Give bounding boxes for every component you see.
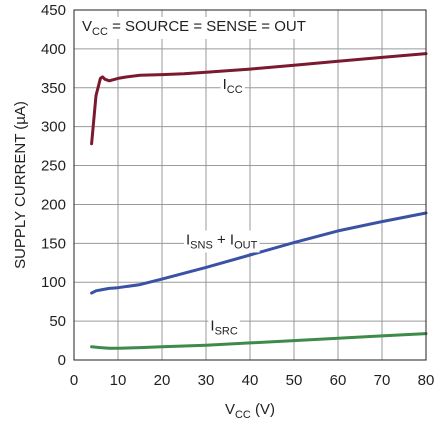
x-tick-label: 0 — [70, 372, 78, 389]
icc-label-box — [220, 74, 245, 97]
x-tick-label: 20 — [154, 372, 171, 389]
top-annotation: VCC = SOURCE = SENSE = OUT — [82, 18, 306, 38]
y-axis-label: SUPPLY CURRENT (µA) — [12, 101, 29, 269]
x-tick-label: 30 — [198, 372, 215, 389]
x-axis-label-main: V — [225, 401, 235, 418]
isns-label-rest: + I — [213, 231, 234, 248]
top-annotation-sub: CC — [92, 26, 108, 38]
iout-label-sub: OUT — [234, 239, 258, 251]
icc-label-main: I — [223, 76, 227, 93]
x-axis-label-sub: CC — [235, 409, 251, 421]
isns-label-sub: SNS — [190, 239, 213, 251]
x-tick-label: 80 — [418, 372, 435, 389]
top-annotation-box — [79, 17, 309, 39]
y-tick-label: 50 — [49, 313, 66, 330]
icc-label-sub: CC — [227, 84, 243, 96]
y-tick-label: 200 — [41, 196, 66, 213]
isns-label-main: I — [186, 231, 190, 248]
y-tick-label: 300 — [41, 119, 66, 136]
axis-ticks: 0 10 20 30 40 50 60 70 80 0 50 100 150 200 250 300 350 40… — [41, 2, 434, 389]
x-tick-label: 60 — [330, 372, 347, 389]
top-annotation-main: V — [82, 18, 92, 35]
series-line-1 — [90, 211, 428, 295]
plot-frame — [73, 9, 427, 361]
y-tick-label: 0 — [58, 352, 66, 369]
y-tick-label: 350 — [41, 80, 66, 97]
series-line-0 — [90, 52, 428, 146]
x-axis-label: VCC (V) — [225, 401, 275, 421]
isrc-label-sub: SRC — [215, 325, 238, 337]
icc-label: ICC — [223, 76, 243, 96]
x-tick-label: 40 — [242, 372, 259, 389]
x-tick-label: 70 — [374, 372, 391, 389]
series-line-2 — [90, 332, 428, 350]
isrc-label: ISRC — [210, 317, 237, 337]
chart-grid — [74, 10, 426, 360]
isns-iout-label: ISNS + IOUT — [186, 231, 258, 251]
y-tick-label: 450 — [41, 2, 66, 19]
y-tick-label: 400 — [41, 41, 66, 58]
chart-series-group — [90, 52, 428, 350]
y-tick-label: 250 — [41, 158, 66, 175]
x-tick-label: 10 — [110, 372, 127, 389]
y-tick-label: 100 — [41, 274, 66, 291]
x-axis-label-rest: (V) — [251, 401, 275, 418]
x-tick-label: 50 — [286, 372, 303, 389]
isrc-label-box — [208, 316, 240, 339]
y-tick-label: 150 — [41, 235, 66, 252]
isrc-label-main: I — [210, 317, 214, 334]
isns-iout-label-box — [184, 230, 260, 253]
top-annotation-rest: = SOURCE = SENSE = OUT — [108, 18, 306, 35]
